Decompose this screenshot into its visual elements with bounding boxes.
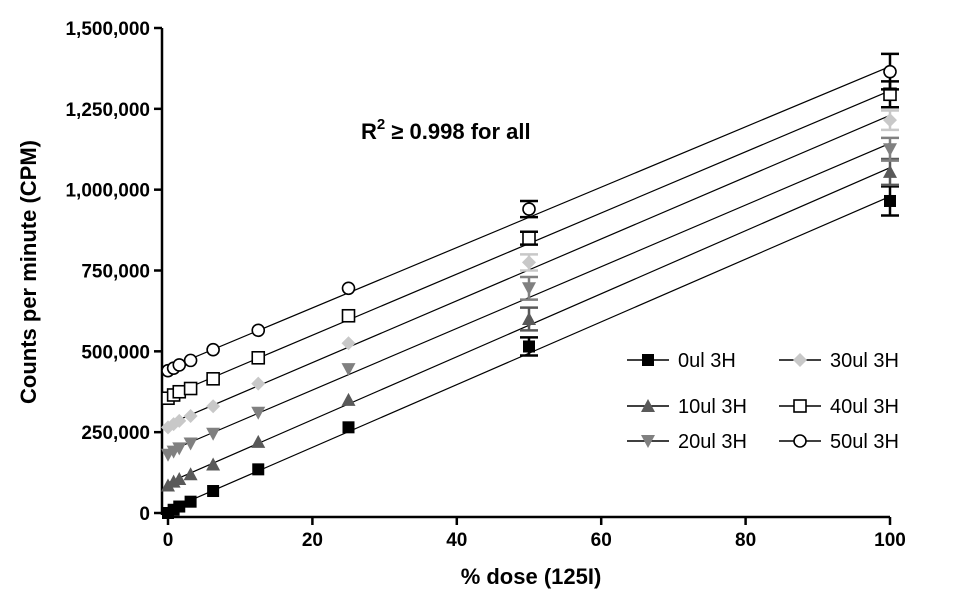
series-layer [161, 52, 899, 519]
data-point [883, 143, 897, 157]
data-point [183, 467, 198, 481]
x-tick-label: 80 [735, 530, 756, 551]
legend-label: 50ul 3H [830, 431, 899, 453]
series-5 [161, 52, 899, 378]
y-tick-label: 0 [139, 504, 150, 525]
data-point [341, 281, 356, 296]
legend-marker [793, 353, 807, 367]
data-point [883, 64, 897, 79]
y-tick-label: 1,000,000 [65, 181, 150, 202]
data-point [173, 500, 186, 513]
data-point [523, 340, 535, 353]
data-point [172, 472, 187, 486]
y-tick-label: 1,250,000 [65, 100, 150, 121]
legend-marker [793, 399, 807, 413]
legend-marker [642, 354, 654, 366]
r-squared-rest: ≥ 0.998 for all [385, 119, 530, 144]
data-point [341, 308, 356, 323]
data-point [206, 457, 221, 471]
data-point [341, 336, 356, 351]
series-1 [161, 157, 899, 492]
data-point [341, 363, 356, 377]
data-point [251, 323, 266, 338]
legend-label: 10ul 3H [678, 396, 747, 418]
r-squared-base: R [361, 119, 377, 144]
data-point [251, 376, 266, 391]
data-point [184, 495, 197, 508]
data-point [207, 485, 220, 498]
data-point [183, 353, 198, 368]
data-point [522, 282, 536, 296]
data-point [172, 384, 187, 399]
legend-item-2: 20ul 3H [627, 431, 747, 453]
y-tick-label: 250,000 [81, 423, 150, 444]
legend-label: 40ul 3H [830, 396, 899, 418]
data-point [342, 421, 355, 434]
data-point [341, 392, 356, 406]
y-tick-label: 750,000 [81, 262, 150, 283]
legend-marker [641, 435, 655, 448]
legend-marker [641, 399, 655, 412]
data-point [206, 399, 221, 414]
r-squared-sup: 2 [377, 116, 385, 133]
data-point [206, 342, 220, 357]
x-tick-label: 60 [591, 530, 612, 551]
data-point [251, 434, 266, 448]
data-point [522, 202, 536, 216]
legend-label: 0ul 3H [678, 350, 736, 372]
x-axis-label: % dose (125I) [461, 564, 602, 589]
data-point [183, 409, 198, 423]
y-axis-label: Counts per minute (CPM) [16, 140, 41, 404]
data-point [522, 312, 536, 325]
series-4 [161, 80, 899, 406]
legend-marker [793, 434, 807, 448]
data-point [251, 350, 266, 365]
data-point [172, 442, 187, 456]
legend-item-0: 0ul 3H [627, 350, 736, 372]
data-point [884, 194, 896, 207]
data-point [251, 406, 266, 420]
data-point [522, 231, 536, 245]
x-tick-label: 0 [163, 530, 174, 551]
data-point [206, 372, 220, 386]
legend-item-3: 30ul 3H [779, 350, 899, 372]
x-tick-label: 20 [302, 530, 323, 551]
x-tick-label: 100 [874, 530, 906, 551]
legend-label: 20ul 3H [678, 431, 747, 453]
legend-label: 30ul 3H [830, 350, 899, 372]
y-tick-label: 1,500,000 [65, 19, 150, 40]
data-point [161, 478, 175, 492]
data-point [206, 427, 221, 441]
data-point [883, 164, 897, 178]
x-tick-label: 40 [446, 530, 467, 551]
series-2 [161, 136, 899, 462]
data-point [883, 113, 897, 128]
legend-item-4: 40ul 3H [779, 396, 899, 418]
legend: 0ul 3H 10ul 3H 20ul 3H 30ul 3H 40ul 3H 50ul 3… [627, 350, 899, 453]
series-3 [161, 109, 899, 435]
y-tick-label: 500,000 [81, 342, 150, 363]
series-0 [162, 185, 899, 519]
legend-item-5: 50ul 3H [779, 431, 899, 453]
legend-item-1: 10ul 3H [627, 396, 747, 418]
data-point [183, 437, 198, 451]
data-point [522, 255, 536, 270]
data-point [252, 463, 265, 476]
r-squared-annotation: R2 ≥ 0.998 for all [361, 116, 531, 144]
data-point [172, 413, 187, 428]
axes: 0 250,000 500,000 750,000 1,000,000 1,250,000… [65, 19, 905, 551]
data-point [172, 358, 187, 372]
data-point [183, 381, 198, 396]
